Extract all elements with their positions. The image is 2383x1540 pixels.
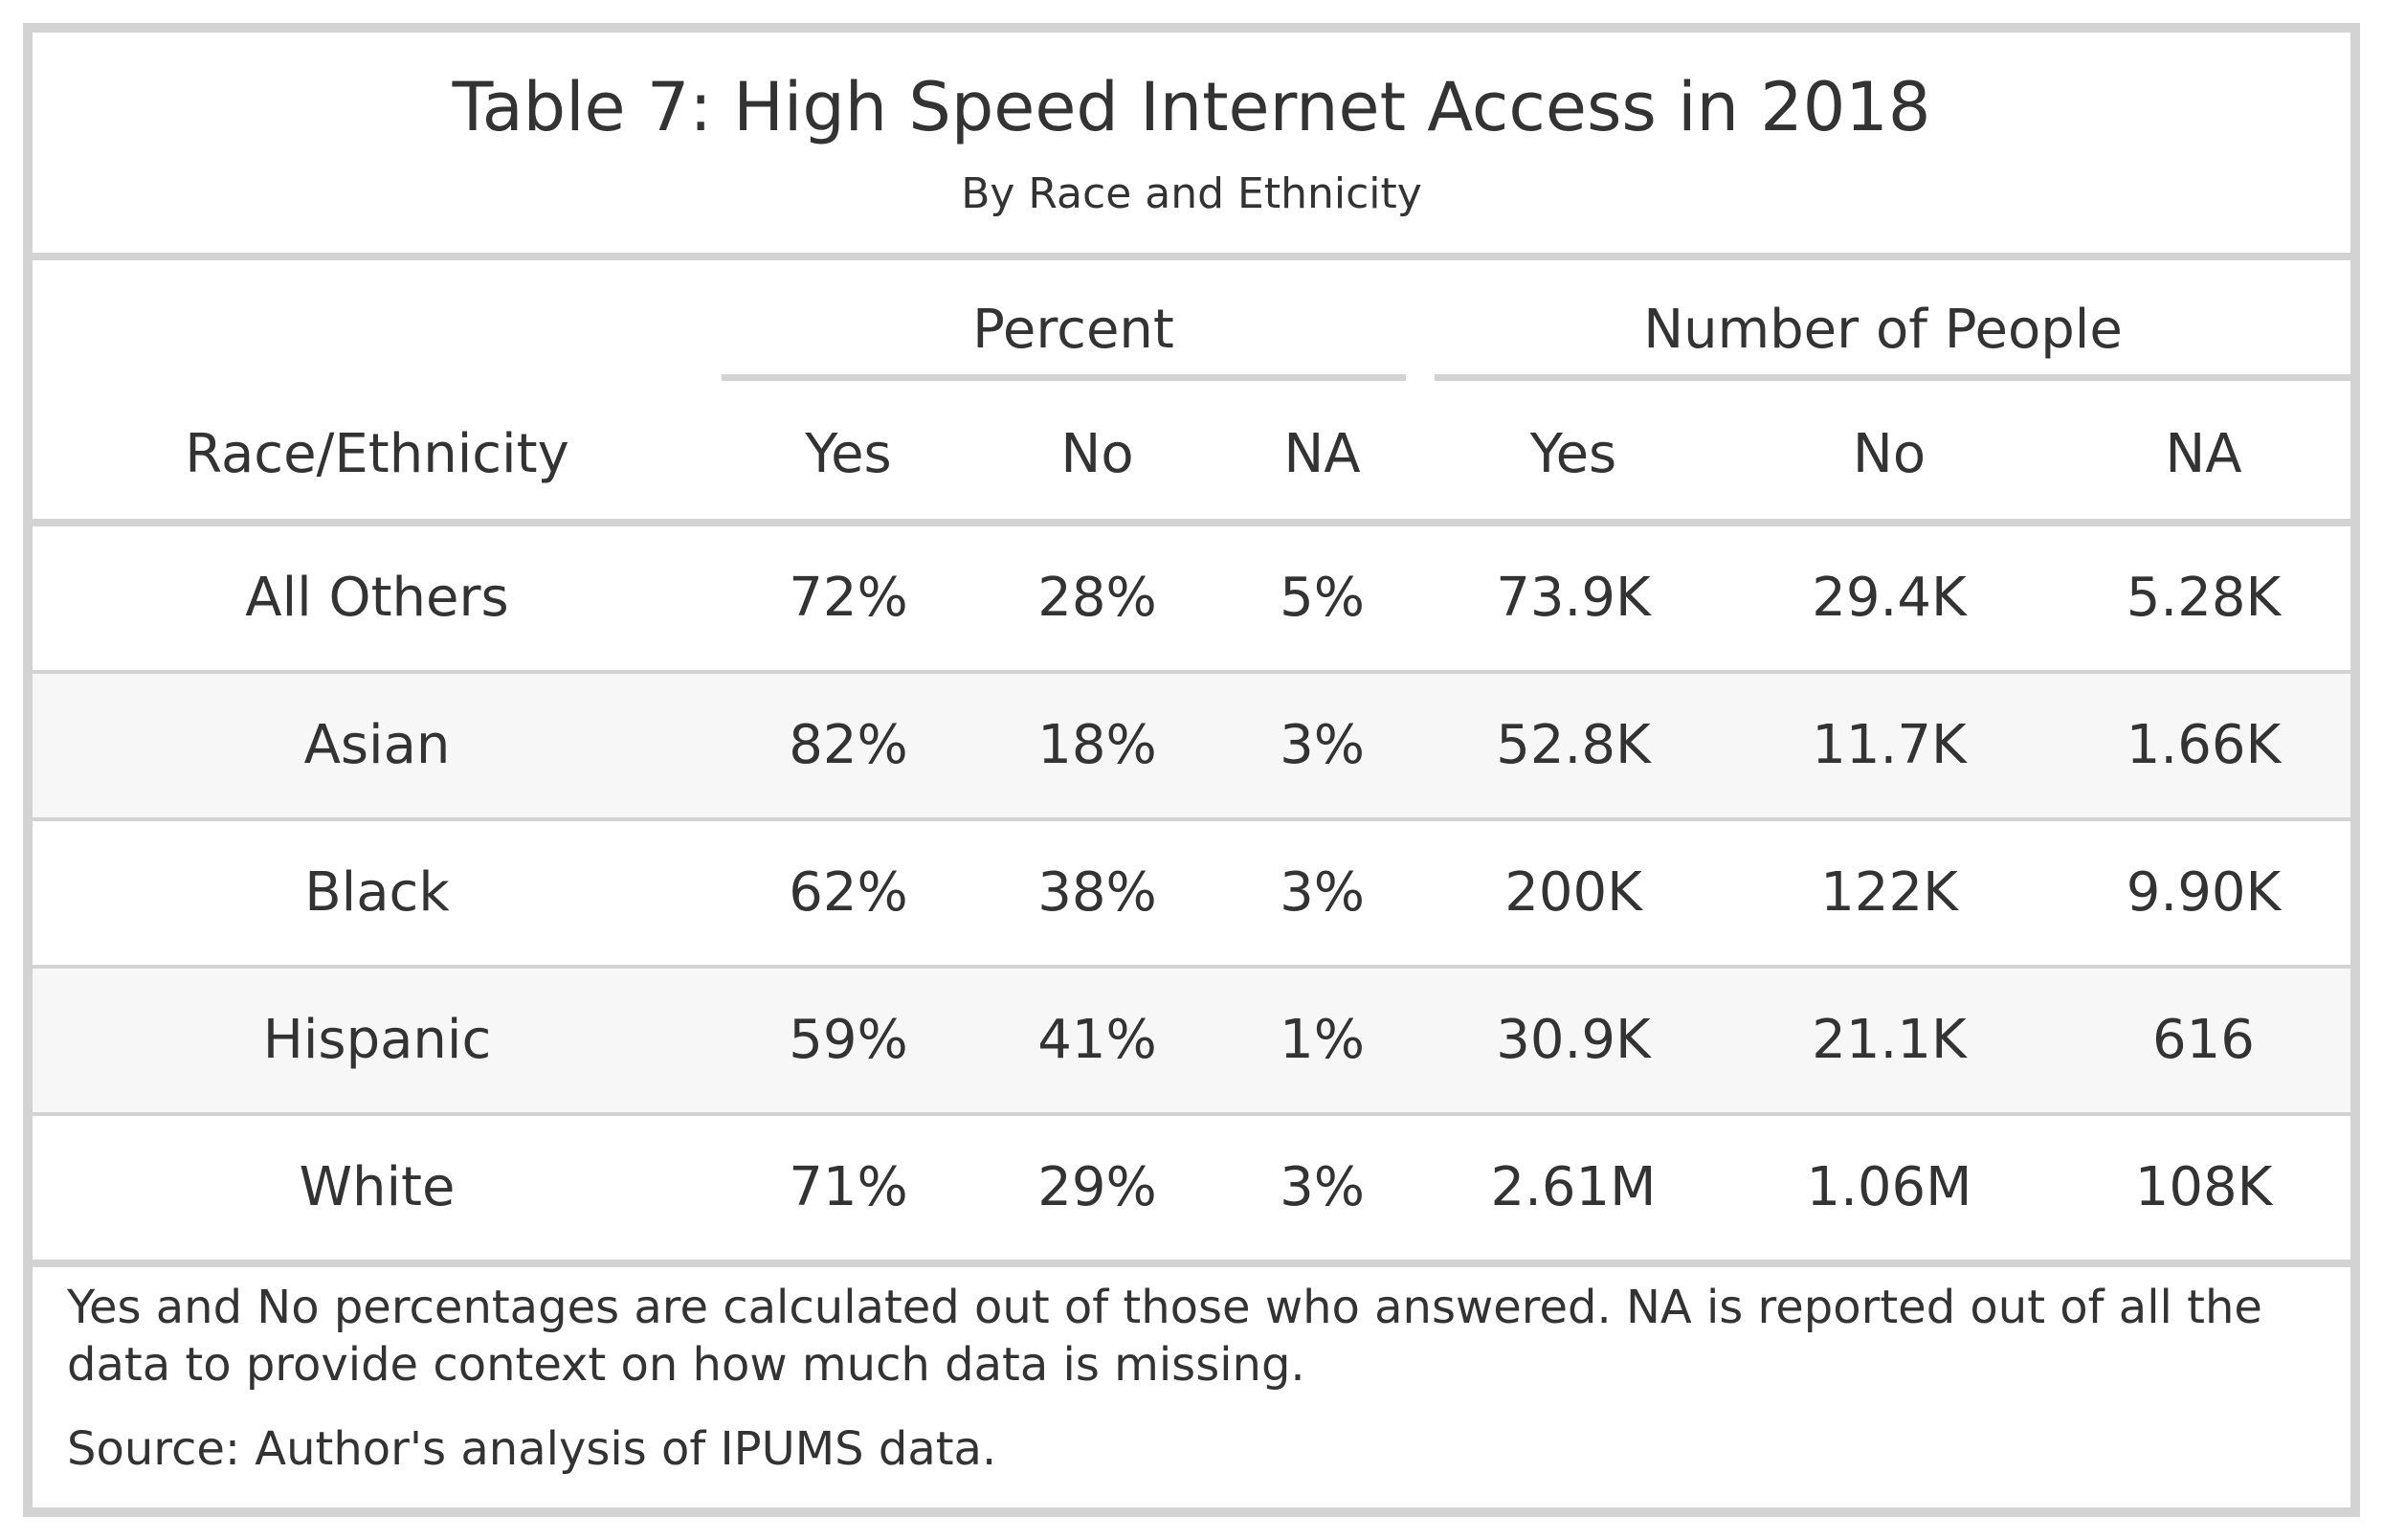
table-title: Table 7: High Speed Internet Access in 2… [452,68,1931,146]
cell-num-yes: 73.9K [1496,567,1651,629]
cell-pct-yes: 62% [789,861,908,924]
cell-num-yes: 200K [1504,861,1642,924]
cell-group: White [299,1156,456,1218]
cell-num-na: 5.28K [2126,567,2282,629]
column-header-pct-yes: Yes [805,423,892,485]
table-footnote: Yes and No percentages are calculated ou… [67,1281,2262,1392]
cell-num-no: 1.06M [1806,1156,1972,1218]
table-row: Black 62% 38% 3% 200K 122K 9.90K [33,821,2350,965]
table-row: Asian 82% 18% 3% 52.8K 11.7K 1.66K [33,674,2350,817]
cell-pct-no: 29% [1037,1156,1157,1218]
spanner-people-line [1435,374,2350,381]
column-header-num-no: No [1852,423,1926,485]
cell-pct-no: 41% [1037,1009,1157,1071]
cell-num-yes: 2.61M [1490,1156,1657,1218]
cell-num-yes: 30.9K [1496,1009,1651,1071]
cell-pct-yes: 59% [789,1009,908,1071]
column-header-num-yes: Yes [1529,423,1617,485]
cell-num-yes: 52.8K [1496,714,1651,776]
cell-pct-no: 18% [1037,714,1157,776]
cell-group: Hispanic [262,1009,492,1071]
table-frame: Table 7: High Speed Internet Access in 2… [23,23,2360,1517]
cell-pct-na: 3% [1280,714,1365,776]
cell-num-no: 122K [1820,861,1958,924]
column-header-num-na: NA [2165,423,2242,485]
spanner-percent-line [722,374,1406,381]
spanner-percent: Percent [972,299,1174,361]
table-subtitle: By Race and Ethnicity [961,169,1422,218]
cell-pct-yes: 71% [789,1156,908,1218]
table-header: Table 7: High Speed Internet Access in 2… [33,33,2350,253]
cell-pct-no: 28% [1037,567,1157,629]
cell-pct-na: 3% [1280,1156,1365,1218]
cell-pct-na: 5% [1280,567,1365,629]
row-divider [33,965,2350,969]
cell-num-no: 21.1K [1812,1009,1967,1071]
cell-group: Asian [303,714,451,776]
title-divider [33,253,2350,260]
table-source-note: Source: Author's analysis of IPUMS data. [67,1422,997,1476]
spanner-people: Number of People [1643,299,2123,361]
table-row: All Others 72% 28% 5% 73.9K 29.4K 5.28K [33,526,2350,670]
cell-num-no: 29.4K [1812,567,1967,629]
row-divider [33,817,2350,821]
cell-pct-yes: 82% [789,714,908,776]
row-divider [33,670,2350,674]
cell-num-na: 616 [2152,1009,2255,1071]
row-divider [33,1112,2350,1116]
table-row: White 71% 29% 3% 2.61M 1.06M 108K [33,1116,2350,1260]
cell-num-na: 1.66K [2126,714,2282,776]
cell-group: Black [304,861,450,924]
column-header-race: Race/Ethnicity [185,423,569,485]
cell-pct-na: 3% [1280,861,1365,924]
cell-pct-na: 1% [1280,1009,1365,1071]
cell-group: All Others [245,567,509,629]
column-header-pct-na: NA [1283,423,1361,485]
header-divider [33,519,2350,526]
body-divider [33,1260,2350,1267]
cell-pct-yes: 72% [789,567,908,629]
column-header-pct-no: No [1060,423,1134,485]
cell-num-na: 108K [2134,1156,2273,1218]
cell-num-na: 9.90K [2126,861,2282,924]
cell-num-no: 11.7K [1812,714,1967,776]
table-row: Hispanic 59% 41% 1% 30.9K 21.1K 616 [33,969,2350,1112]
cell-pct-no: 38% [1037,861,1157,924]
